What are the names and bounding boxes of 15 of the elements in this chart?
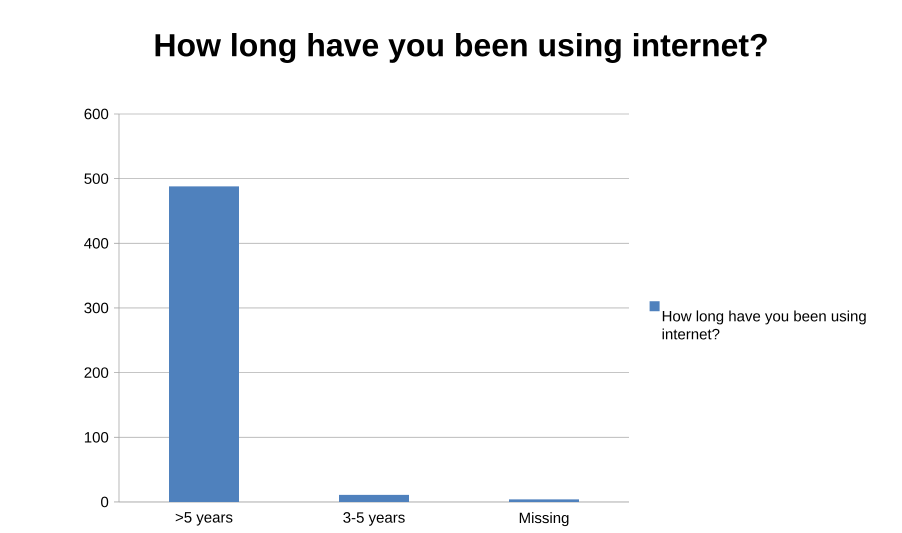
- chart-title: How long have you been using internet?: [156, 33, 767, 63]
- y-tick-label: 500: [84, 173, 108, 184]
- y-tick-label: 0: [101, 496, 108, 508]
- y-tick-label: 300: [84, 302, 108, 314]
- legend-label: How long have you been using internet?: [662, 310, 866, 340]
- y-tick-label: 200: [84, 367, 108, 378]
- bar: [509, 499, 580, 502]
- y-tick-label: 400: [84, 238, 108, 249]
- x-tick-label: 3-5 years: [343, 512, 405, 526]
- bar: [169, 186, 240, 502]
- y-tick-label: 600: [84, 108, 108, 120]
- y-tick-label: 100: [84, 432, 108, 443]
- bar: [339, 494, 410, 502]
- x-tick-label: >5 years: [176, 512, 232, 526]
- x-tick-label: Missing: [520, 512, 568, 526]
